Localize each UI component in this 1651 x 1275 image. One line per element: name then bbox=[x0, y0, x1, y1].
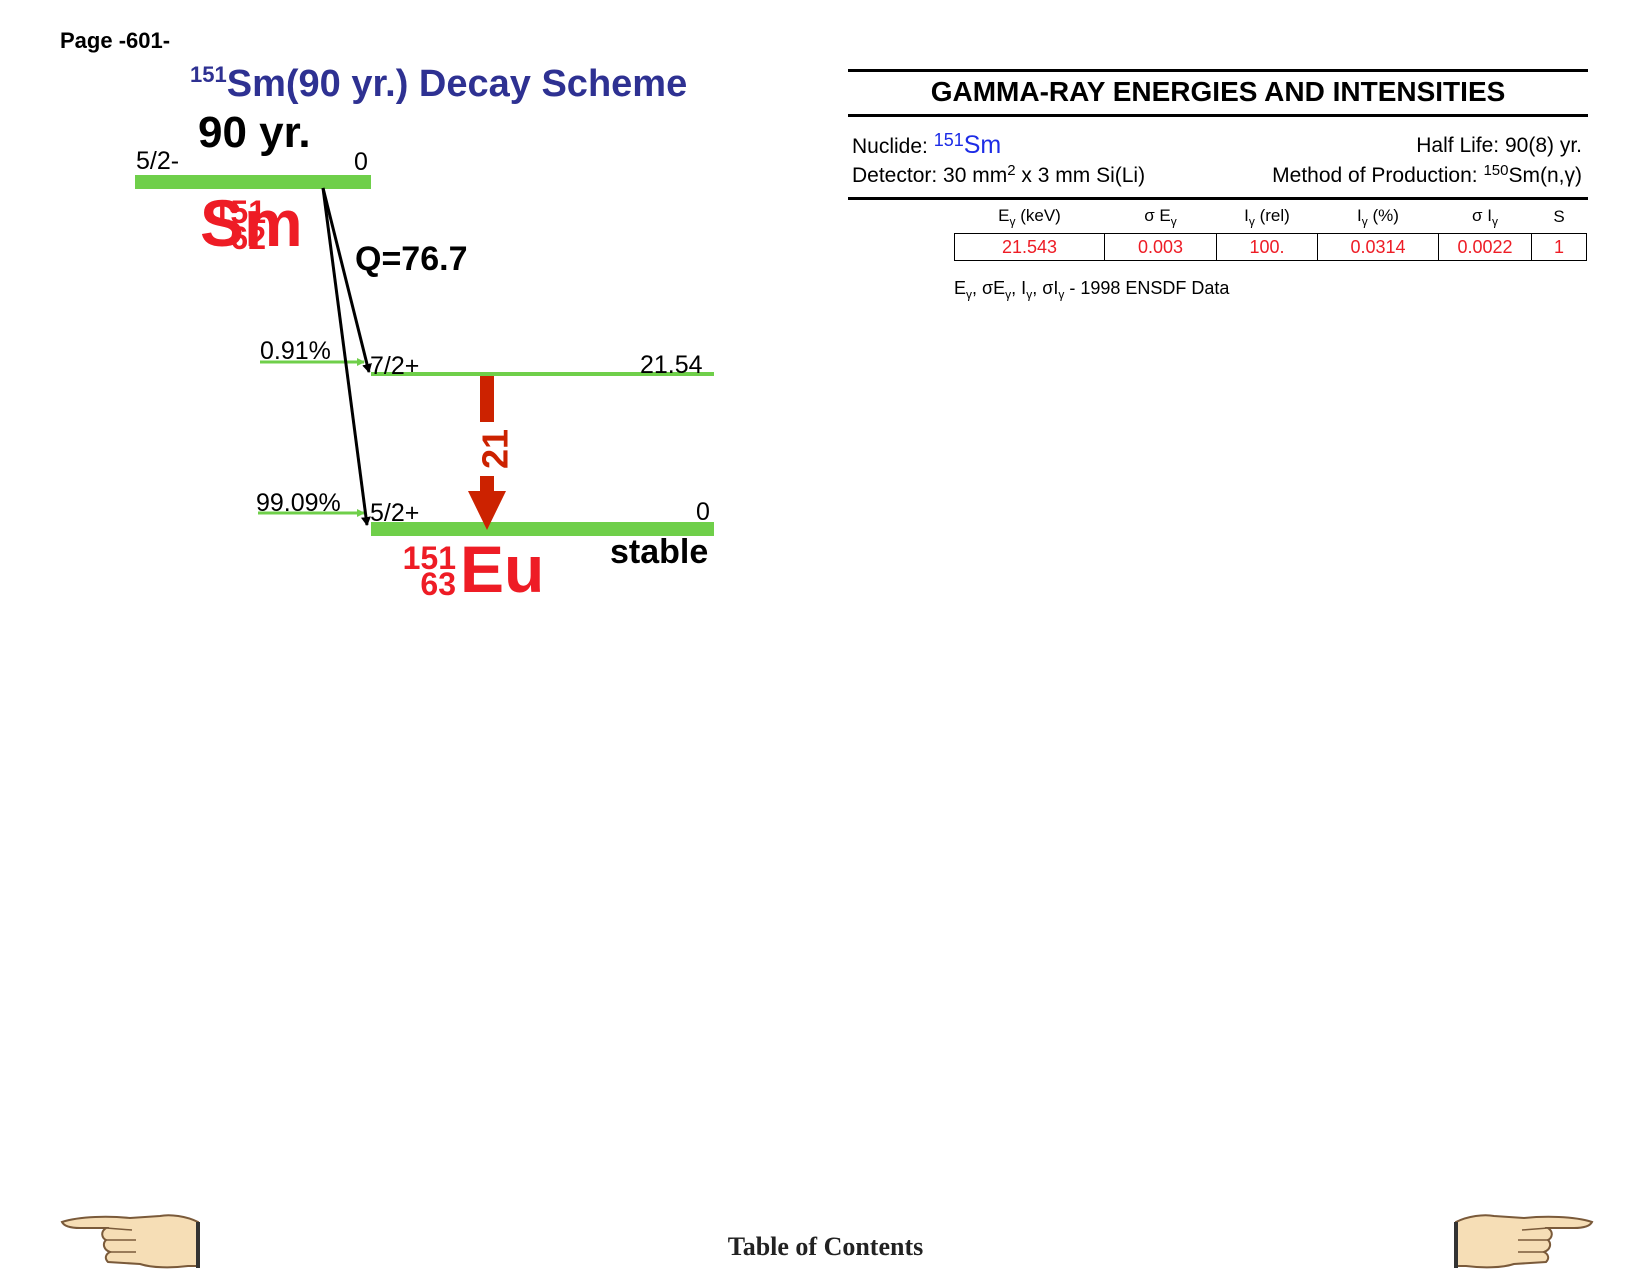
level-energy-excited: 21.54 bbox=[640, 351, 703, 379]
title-text: Sm(90 yr.) Decay Scheme bbox=[226, 63, 688, 105]
parent-level-bar bbox=[135, 175, 371, 189]
cell-s: 1 bbox=[1531, 233, 1587, 262]
level-spin-ground: 5/2+ bbox=[370, 499, 420, 527]
cell-intensity-uncertainty: 0.0022 bbox=[1438, 233, 1532, 262]
col-intensity-rel: Iγ (rel) bbox=[1244, 206, 1290, 229]
gamma-arrow-shaft-bottom bbox=[480, 476, 494, 492]
parent-element-symbol: Sm bbox=[200, 186, 303, 260]
panel-mid-rule bbox=[848, 114, 1588, 117]
parent-level-energy: 0 bbox=[354, 148, 368, 176]
detector-text-rest: x 3 mm Si(Li) bbox=[1015, 164, 1146, 187]
daughter-status: stable bbox=[610, 533, 709, 571]
cell-intensity-pct: 0.0314 bbox=[1317, 233, 1439, 262]
gamma-table-header: Eγ (keV) σ Eγ Iγ (rel) Iγ (%) σ Iγ S bbox=[955, 206, 1587, 234]
col-s: S bbox=[1553, 207, 1565, 227]
branch-ground: 99.09% bbox=[256, 489, 341, 517]
col-intensity-pct: Iγ (%) bbox=[1357, 206, 1399, 229]
daughter-element-symbol: Eu bbox=[460, 532, 545, 606]
nuclide-mass: 151 bbox=[933, 130, 964, 150]
title-mass-number: 151 bbox=[190, 62, 227, 87]
decay-scheme-title: 151Sm(90 yr.) Decay Scheme bbox=[190, 62, 687, 106]
level-bar-ground bbox=[371, 522, 714, 536]
table-row: 21.543 0.003 100. 0.0314 0.0022 1 bbox=[954, 233, 1587, 262]
gamma-heading: GAMMA-RAY ENERGIES AND INTENSITIES bbox=[930, 76, 1506, 107]
daughter-mass-number: 151 bbox=[402, 540, 456, 576]
col-energy: Eγ (keV) bbox=[998, 206, 1061, 229]
production-method: Method of Production: 150Sm(n,γ) bbox=[1272, 162, 1582, 188]
detector-exponent: 2 bbox=[1007, 162, 1016, 179]
col-intensity-uncertainty: σ Iγ bbox=[1472, 206, 1498, 229]
daughter-nuclide: 151 63 Eu bbox=[400, 536, 570, 606]
hand-pointing-left-icon[interactable] bbox=[60, 1210, 202, 1270]
detector-text: Detector: 30 mm bbox=[852, 164, 1008, 187]
beta-arrow-to-ground bbox=[321, 187, 371, 526]
source-note: Eγ, σEγ, Iγ, σIγ - 1998 ENSDF Data bbox=[954, 278, 1230, 302]
parent-atomic-number: 62 bbox=[230, 220, 266, 256]
nuclide-info: Nuclide: 151Sm bbox=[852, 130, 1001, 160]
beta-arrow-to-excited bbox=[321, 187, 372, 373]
level-bar-excited bbox=[371, 372, 714, 376]
level-spin-excited: 7/2+ bbox=[370, 352, 420, 380]
cell-energy: 21.543 bbox=[954, 233, 1105, 262]
method-reaction: Sm(n,γ) bbox=[1508, 164, 1583, 187]
parent-halflife: 90 yr. bbox=[198, 108, 311, 157]
col-energy-uncertainty: σ Eγ bbox=[1144, 206, 1177, 229]
source-note-text: 1998 ENSDF Data bbox=[1080, 278, 1230, 298]
parent-mass-number: 151 bbox=[212, 194, 266, 230]
nuclide-label: Nuclide: bbox=[852, 135, 934, 158]
detector-info: Detector: 30 mm2 x 3 mm Si(Li) bbox=[852, 162, 1145, 188]
daughter-atomic-number: 63 bbox=[420, 566, 456, 602]
nuclide-symbol: Sm bbox=[963, 131, 1002, 159]
gamma-energy-label: 21 bbox=[475, 429, 516, 469]
gamma-table: Eγ (keV) σ Eγ Iγ (rel) Iγ (%) σ Iγ S 21.… bbox=[954, 206, 1587, 262]
page-number: Page -601- bbox=[60, 28, 171, 53]
parent-nuclide: 151 62 Sm bbox=[130, 186, 303, 260]
hand-pointing-right-icon[interactable] bbox=[1452, 1210, 1594, 1270]
parent-level-spin: 5/2- bbox=[136, 147, 180, 175]
method-mass: 150 bbox=[1483, 162, 1509, 179]
q-value: Q=76.7 bbox=[355, 240, 468, 278]
cell-energy-uncertainty: 0.003 bbox=[1104, 233, 1217, 262]
half-life: Half Life: 90(8) yr. bbox=[1416, 134, 1582, 157]
cell-intensity-rel: 100. bbox=[1216, 233, 1318, 262]
method-label: Method of Production: bbox=[1272, 164, 1484, 187]
branch-excited: 0.91% bbox=[260, 337, 331, 365]
gamma-arrow-head bbox=[468, 491, 506, 530]
gamma-arrow-shaft-top bbox=[480, 376, 494, 422]
table-of-contents-link[interactable]: Table of Contents bbox=[727, 1232, 924, 1261]
panel-bottom-rule bbox=[848, 197, 1588, 200]
level-energy-ground: 0 bbox=[696, 498, 710, 526]
panel-top-rule bbox=[848, 69, 1588, 72]
